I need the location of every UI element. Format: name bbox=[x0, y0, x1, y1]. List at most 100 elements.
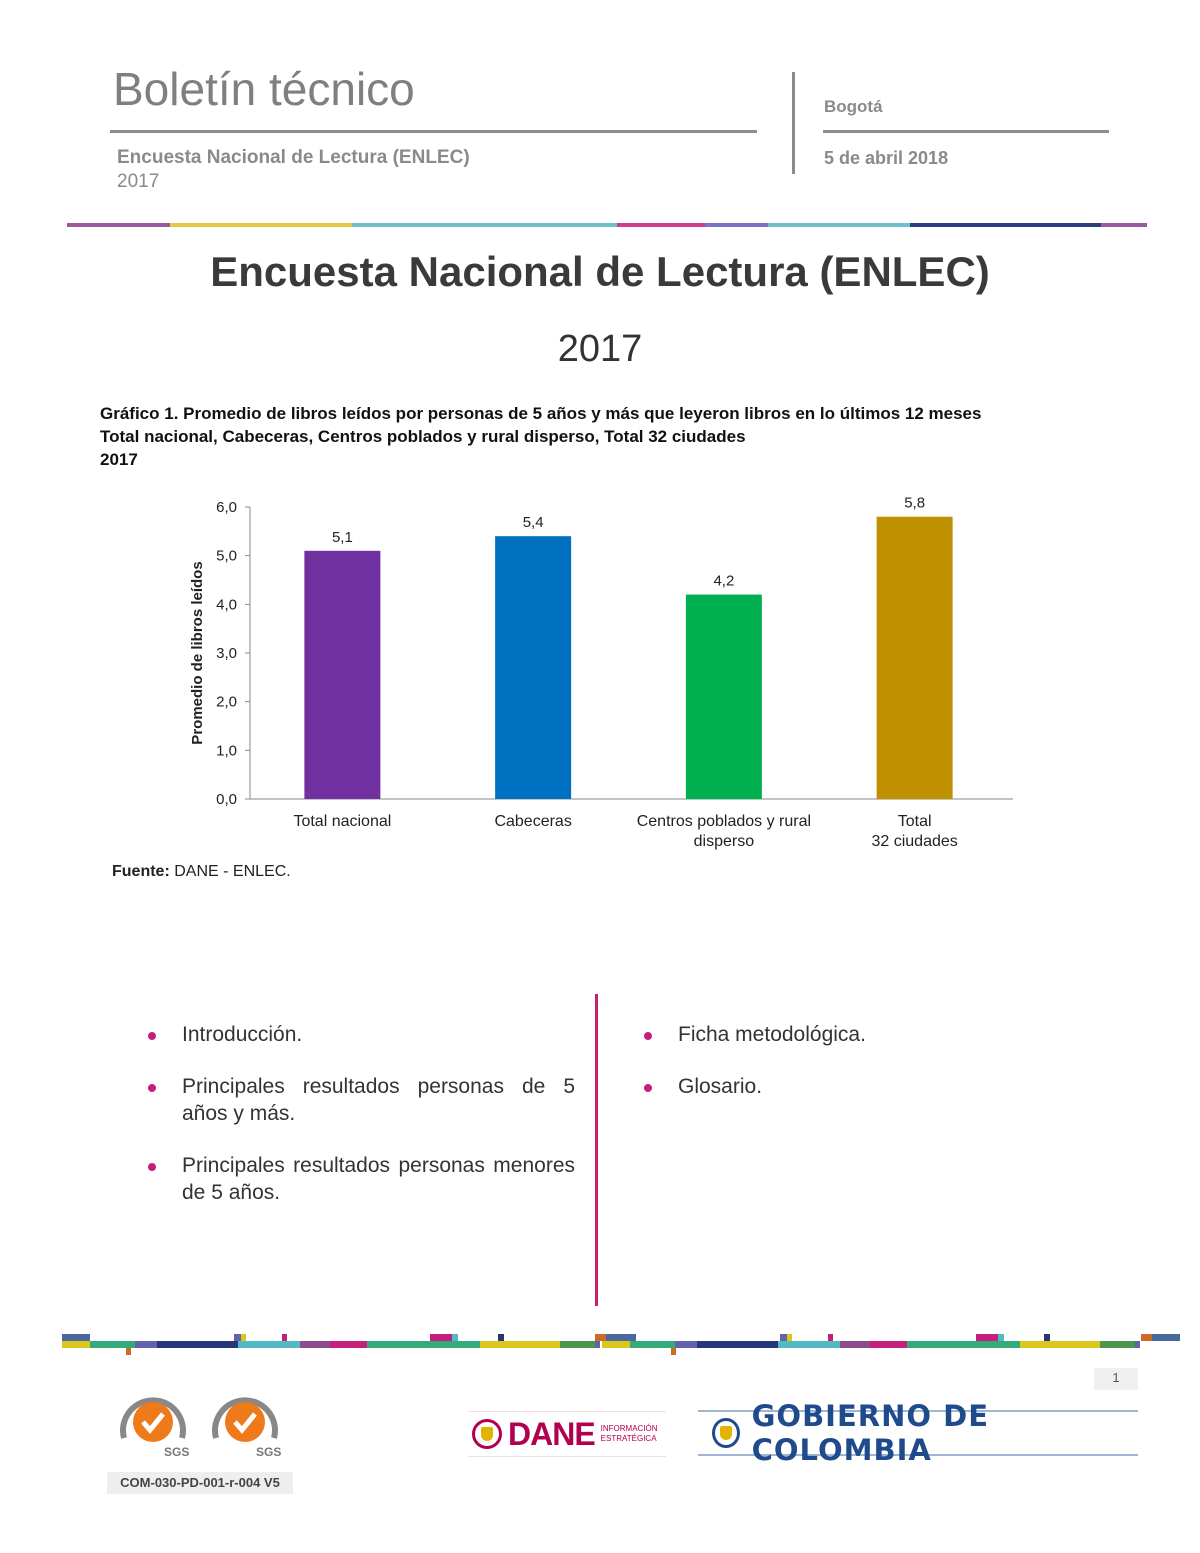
survey-year: 2017 bbox=[117, 171, 160, 192]
page-number: 1 bbox=[1094, 1368, 1138, 1390]
svg-text:SGS: SGS bbox=[164, 1445, 189, 1459]
bar bbox=[495, 536, 572, 799]
stripe-segment bbox=[976, 1334, 998, 1341]
y-tick-label: 1,0 bbox=[216, 742, 237, 759]
gobierno-logo: GOBIERNO DE COLOMBIA bbox=[698, 1399, 1138, 1467]
toc-item[interactable]: Ficha metodológica. bbox=[644, 1021, 1044, 1048]
stripe-segment bbox=[1141, 1334, 1152, 1341]
publication-date: 5 de abril 2018 bbox=[824, 148, 949, 168]
svg-text:SGS: SGS bbox=[256, 1445, 281, 1459]
data-label: 5,8 bbox=[904, 495, 925, 512]
stripe-segment bbox=[870, 1341, 907, 1348]
stripe-segment bbox=[452, 1334, 458, 1341]
stripe-segment bbox=[498, 1334, 504, 1341]
bar bbox=[876, 516, 953, 799]
bullet-icon bbox=[644, 1032, 652, 1040]
stripe-segment bbox=[430, 1334, 452, 1341]
stripe-segment bbox=[1135, 1341, 1140, 1348]
stripe-segment bbox=[62, 1334, 90, 1341]
bullet-icon bbox=[148, 1032, 156, 1040]
bullet-icon bbox=[148, 1084, 156, 1092]
chart-caption: Gráfico 1. Promedio de libros leídos por… bbox=[100, 402, 1070, 471]
header-vertical-divider bbox=[792, 72, 795, 174]
color-stripe bbox=[67, 223, 1147, 227]
sgs-seal-icon: SGS bbox=[120, 1397, 189, 1459]
stripe-segment bbox=[367, 1341, 480, 1348]
y-tick-label: 5,0 bbox=[216, 548, 237, 565]
stripe-segment bbox=[480, 1341, 560, 1348]
stripe-segment bbox=[907, 1341, 1020, 1348]
y-tick-label: 2,0 bbox=[216, 694, 237, 711]
x-tick-label: Centros poblados y rural bbox=[637, 813, 811, 830]
city: Bogotá bbox=[824, 97, 883, 116]
bullet-icon bbox=[148, 1163, 156, 1171]
stripe-segment bbox=[300, 1341, 330, 1348]
source-text: DANE - ENLEC. bbox=[174, 863, 291, 880]
x-tick-label: Total bbox=[898, 813, 932, 830]
toc-item[interactable]: Principales resultados personas menores … bbox=[148, 1152, 575, 1206]
page-title: Encuesta Nacional de Lectura (ENLEC) bbox=[210, 248, 990, 295]
stripe-segment bbox=[595, 1334, 606, 1341]
data-label: 4,2 bbox=[713, 573, 734, 590]
bar-chart: 0,0 1,0 2,0 3,0 4,0 5,0 6,0 Promedio de libros … bbox=[189, 495, 1013, 850]
stripe-segment bbox=[602, 1341, 630, 1348]
survey-name: Encuesta Nacional de Lectura (ENLEC) bbox=[117, 147, 470, 168]
data-label: 5,1 bbox=[332, 529, 353, 546]
toc-item[interactable]: Glosario. bbox=[644, 1073, 1044, 1100]
toc-item[interactable]: Introducción. bbox=[148, 1021, 575, 1048]
stripe-segment bbox=[62, 1341, 90, 1348]
bullet-icon bbox=[644, 1084, 652, 1092]
stripe-segment bbox=[1020, 1341, 1100, 1348]
chart-source: Fuente: DANE - ENLEC. bbox=[112, 863, 291, 881]
caption-line-2: Total nacional, Cabeceras, Centros pobla… bbox=[100, 427, 746, 446]
stripe-segment bbox=[282, 1334, 287, 1341]
x-tick-label: disperso bbox=[694, 833, 755, 850]
page-year: 2017 bbox=[557, 328, 643, 370]
stripe-segment bbox=[135, 1341, 157, 1348]
caption-line-1: Gráfico 1. Promedio de libros leídos por… bbox=[100, 404, 982, 423]
sgs-seal-icon: SGS bbox=[212, 1397, 281, 1459]
y-axis-title: Promedio de libros leídos bbox=[189, 561, 206, 744]
stripe-segment bbox=[241, 1334, 246, 1341]
stripe-segment bbox=[330, 1341, 367, 1348]
x-tick-label: Total nacional bbox=[293, 813, 391, 830]
caption-line-3: 2017 bbox=[100, 450, 138, 469]
stripe-segment bbox=[157, 1341, 238, 1348]
stripe-segment bbox=[998, 1334, 1004, 1341]
stripe-segment bbox=[126, 1348, 131, 1355]
y-tick-label: 3,0 bbox=[216, 645, 237, 662]
stripe-segment bbox=[828, 1334, 833, 1341]
stripe-segment bbox=[671, 1348, 676, 1355]
toc-item[interactable]: Principales resultados personas de 5 año… bbox=[148, 1073, 575, 1127]
stripe-segment bbox=[697, 1341, 778, 1348]
stripe-segment bbox=[787, 1334, 792, 1341]
x-tick-label: Cabeceras bbox=[494, 813, 571, 830]
stripe-segment bbox=[1100, 1341, 1135, 1348]
document-code: COM-030-PD-001-r-004 V5 bbox=[107, 1472, 293, 1494]
stripe-segment bbox=[234, 1334, 241, 1341]
bar bbox=[304, 550, 381, 799]
header-divider-right bbox=[823, 130, 1109, 133]
header-divider bbox=[110, 130, 757, 133]
footer-stripe bbox=[62, 1334, 1180, 1355]
x-tick-label: 32 ciudades bbox=[871, 833, 957, 850]
source-label: Fuente: bbox=[112, 863, 170, 880]
stripe-segment bbox=[560, 1341, 595, 1348]
stripe-segment bbox=[238, 1341, 300, 1348]
stripe-segment bbox=[675, 1341, 697, 1348]
stripe-segment bbox=[778, 1341, 840, 1348]
stripe-segment bbox=[90, 1341, 135, 1348]
stripe-segment bbox=[780, 1334, 787, 1341]
toc-right: Ficha metodológica. Glosario. bbox=[644, 1021, 1044, 1125]
stripe-segment bbox=[1044, 1334, 1050, 1341]
stripe-segment bbox=[1152, 1334, 1180, 1341]
toc-left: Introducción. Principales resultados per… bbox=[148, 1021, 575, 1231]
stripe-segment bbox=[630, 1341, 675, 1348]
bulletin-label: Boletín técnico bbox=[113, 63, 415, 115]
data-label: 5,4 bbox=[523, 514, 544, 531]
stripe-segment bbox=[595, 1341, 600, 1348]
dane-logo: DANE INFORMACIÓN ESTRATÉGICA bbox=[468, 1411, 666, 1457]
bar bbox=[685, 594, 762, 799]
y-tick-label: 4,0 bbox=[216, 596, 237, 613]
toc-divider bbox=[595, 994, 598, 1306]
